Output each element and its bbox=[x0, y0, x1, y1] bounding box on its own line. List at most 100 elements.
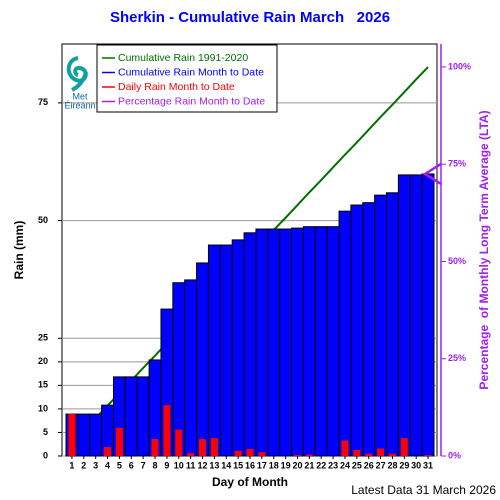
x-tick-label: 15 bbox=[233, 460, 243, 470]
legend-label: Daily Rain Month to Date bbox=[118, 81, 235, 93]
y2-tick-label: 25% bbox=[448, 353, 466, 363]
daily-bar bbox=[365, 453, 373, 456]
daily-bar bbox=[353, 449, 361, 456]
cumulative-bar bbox=[397, 174, 411, 457]
cumulative-bar bbox=[196, 262, 209, 457]
cumulative-bar bbox=[362, 202, 376, 457]
legend-box bbox=[96, 44, 278, 113]
cumulative-bar bbox=[136, 376, 150, 457]
y-tick-label: 75 bbox=[38, 97, 48, 107]
daily-bar bbox=[258, 452, 266, 456]
daily-bar bbox=[175, 429, 183, 456]
cumulative-bar bbox=[267, 228, 281, 457]
x-tick-label: 28 bbox=[387, 460, 397, 470]
daily-bar bbox=[388, 453, 396, 456]
x-tick-label: 20 bbox=[292, 460, 302, 470]
daily-bar bbox=[104, 447, 112, 456]
x-tick-label: 5 bbox=[117, 460, 122, 470]
x-tick-label: 4 bbox=[105, 460, 110, 470]
y-axis-label: Rain (mm) bbox=[12, 221, 26, 280]
daily-bar bbox=[400, 438, 408, 456]
cumulative-bar bbox=[350, 204, 364, 457]
x-axis-label: Day of Month bbox=[212, 475, 288, 489]
percentage-marker bbox=[422, 162, 442, 186]
logo-text: Met bbox=[72, 91, 88, 101]
legend-label: Cumulative Rain 1991-2020 bbox=[118, 52, 248, 64]
x-tick-label: 25 bbox=[352, 460, 362, 470]
x-tick-label: 30 bbox=[411, 460, 421, 470]
daily-bar bbox=[151, 439, 159, 456]
y2-tick-label: 0% bbox=[448, 450, 461, 460]
cumulative-bar bbox=[243, 232, 257, 457]
x-tick-label: 10 bbox=[174, 460, 184, 470]
x-tick-label: 19 bbox=[281, 460, 291, 470]
legend-label: Cumulative Rain Month to Date bbox=[118, 66, 264, 78]
x-tick-label: 17 bbox=[257, 460, 267, 470]
x-tick-label: 11 bbox=[186, 460, 196, 470]
cumulative-bar bbox=[219, 244, 233, 457]
y-tick-label: 50 bbox=[38, 215, 48, 225]
daily-bar bbox=[246, 448, 254, 456]
cumulative-bar bbox=[279, 228, 293, 457]
daily-bar bbox=[199, 439, 207, 456]
y-tick-label: 25 bbox=[38, 333, 48, 343]
x-tick-label: 27 bbox=[376, 460, 386, 470]
x-tick-label: 3 bbox=[93, 460, 98, 470]
daily-bar bbox=[234, 450, 242, 456]
daily-bar bbox=[68, 414, 76, 456]
daily-bar bbox=[187, 453, 195, 456]
cumulative-bar bbox=[386, 192, 399, 457]
y2-tick-label: 100% bbox=[448, 61, 471, 71]
x-tick-label: 16 bbox=[245, 460, 255, 470]
cumulative-bar bbox=[421, 173, 435, 457]
logo-swirl bbox=[66, 56, 88, 92]
x-tick-label: 2 bbox=[81, 460, 86, 470]
x-tick-label: 31 bbox=[423, 460, 433, 470]
footer: Latest Data 31 March 2026 bbox=[351, 483, 496, 497]
cumulative-bar bbox=[291, 227, 304, 457]
y-tick-label: 10 bbox=[38, 403, 48, 413]
cumulative-bar bbox=[124, 376, 138, 457]
cumulative-bar bbox=[338, 210, 352, 457]
daily-bar bbox=[377, 448, 385, 456]
x-tick-label: 23 bbox=[328, 460, 338, 470]
daily-bar bbox=[293, 455, 301, 456]
daily-bar bbox=[210, 438, 218, 456]
daily-bar bbox=[341, 440, 349, 456]
x-tick-label: 18 bbox=[269, 460, 279, 470]
cumulative-bar bbox=[302, 226, 316, 457]
daily-bar bbox=[163, 405, 171, 456]
cumulative-bar bbox=[207, 244, 221, 457]
y-tick-label: 0 bbox=[43, 450, 48, 460]
y-tick-label: 5 bbox=[43, 427, 48, 437]
y2-axis-label: Percentage of Monthly Long Term Average … bbox=[477, 110, 491, 389]
x-tick-label: 12 bbox=[198, 460, 208, 470]
x-tick-label: 1 bbox=[69, 460, 74, 470]
x-tick-label: 6 bbox=[129, 460, 134, 470]
cumulative-bar bbox=[89, 413, 103, 457]
x-tick-label: 9 bbox=[164, 460, 169, 470]
legend-label: Percentage Rain Month to Date bbox=[118, 95, 265, 107]
x-tick-label: 24 bbox=[340, 460, 350, 470]
x-tick-label: 8 bbox=[153, 460, 158, 470]
x-tick-label: 26 bbox=[364, 460, 374, 470]
cumulative-bar bbox=[374, 194, 388, 457]
legend: Cumulative Rain 1991-2020 Cumulative Rain… bbox=[96, 44, 278, 113]
daily-bar bbox=[305, 454, 313, 456]
x-tick-label: 21 bbox=[304, 460, 314, 470]
cumulative-bar bbox=[326, 226, 340, 457]
x-tick-label: 29 bbox=[399, 460, 409, 470]
x-tick-label: 13 bbox=[209, 460, 219, 470]
cumulative-bar bbox=[184, 279, 198, 457]
logo-text: Éireann bbox=[64, 100, 95, 110]
x-tick-label: 7 bbox=[141, 460, 146, 470]
y2-tick-label: 50% bbox=[448, 256, 466, 266]
daily-bar bbox=[424, 455, 432, 456]
cumulative-bar bbox=[314, 226, 328, 457]
x-tick-label: 22 bbox=[316, 460, 326, 470]
y2-tick-label: 75% bbox=[448, 159, 466, 169]
y-tick-label: 20 bbox=[38, 356, 48, 366]
chart-title: Sherkin - Cumulative Rain March 2026 bbox=[110, 9, 390, 26]
cumulative-bar bbox=[255, 228, 269, 457]
